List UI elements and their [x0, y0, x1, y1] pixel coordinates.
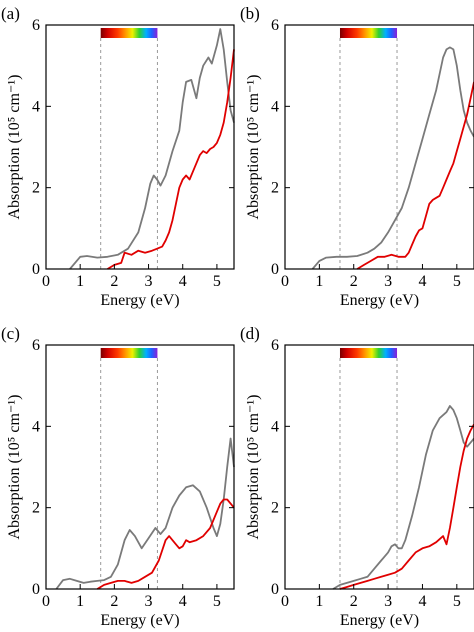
x-tick-label: 4 [418, 273, 426, 290]
series-line-0 [332, 405, 474, 590]
x-axis-title: Energy (eV) [340, 612, 419, 629]
y-axis-title: Absorption (10⁵ cm⁻¹) [245, 74, 262, 219]
panel-label: (c) [1, 324, 20, 343]
x-tick-label: 2 [350, 593, 358, 610]
series-line-0 [311, 46, 474, 270]
x-tick-label: 4 [418, 593, 426, 610]
x-tick-label: 0 [42, 593, 50, 610]
x-tick-label: 2 [110, 273, 118, 290]
visible-spectrum-bar [339, 348, 398, 358]
x-tick-label: 3 [384, 273, 392, 290]
x-tick-label: 1 [315, 273, 323, 290]
plot-frame [284, 24, 474, 270]
visible-spectrum-bar [339, 28, 398, 38]
x-tick-label: 4 [179, 593, 187, 610]
x-tick-label: 3 [384, 593, 392, 610]
panel-c: 0 1 2 3 4 5 0 2 4 6 Energy (eV) Absorption (10⁵ cm⁻… [1, 324, 235, 629]
y-axis-title: Absorption (10⁵ cm⁻¹) [6, 394, 23, 539]
plot-frame [284, 344, 474, 590]
x-axis-title: Energy (eV) [100, 292, 179, 309]
series-line-1 [96, 498, 235, 590]
y-tick-label: 6 [32, 337, 40, 354]
panel-label: (a) [1, 4, 20, 23]
y-tick-label: 4 [32, 418, 40, 435]
x-tick-label: 3 [145, 593, 153, 610]
y-tick-label: 4 [32, 98, 40, 115]
series-line-0 [55, 437, 235, 590]
y-tick-label: 6 [271, 337, 279, 354]
panel-label: (d) [240, 324, 260, 343]
x-tick-label: 1 [76, 593, 84, 610]
x-axis-title: Energy (eV) [340, 292, 419, 309]
x-tick-label: 5 [453, 593, 461, 610]
x-tick-label: 5 [213, 273, 221, 290]
y-tick-label: 2 [271, 180, 279, 197]
series-line-0 [69, 28, 235, 270]
visible-spectrum-bar [100, 28, 158, 38]
panel-b: 0 1 2 3 4 5 0 2 4 6 Energy (eV) Absorption (10⁵ cm⁻… [240, 4, 474, 309]
x-tick-label: 3 [145, 273, 153, 290]
visible-spectrum-bar [100, 348, 158, 358]
y-axis-title: Absorption (10⁵ cm⁻¹) [6, 74, 23, 219]
x-tick-label: 1 [76, 273, 84, 290]
series-line-1 [356, 81, 474, 270]
series-line-1 [107, 49, 235, 270]
x-tick-label: 0 [281, 273, 289, 290]
plot-frame [45, 344, 235, 590]
y-tick-label: 2 [32, 500, 40, 517]
y-tick-label: 2 [32, 180, 40, 197]
series-line-1 [339, 423, 474, 590]
y-tick-label: 6 [32, 17, 40, 34]
y-axis-title: Absorption (10⁵ cm⁻¹) [245, 394, 262, 539]
y-tick-label: 0 [271, 261, 279, 278]
x-tick-label: 4 [179, 273, 187, 290]
x-tick-label: 1 [315, 593, 323, 610]
x-tick-label: 5 [453, 273, 461, 290]
x-axis-title: Energy (eV) [100, 612, 179, 629]
y-tick-label: 0 [271, 581, 279, 598]
y-tick-label: 4 [271, 98, 279, 115]
y-tick-label: 0 [32, 581, 40, 598]
panel-label: (b) [240, 4, 260, 23]
x-tick-label: 0 [42, 273, 50, 290]
y-tick-label: 6 [271, 17, 279, 34]
x-tick-label: 5 [213, 593, 221, 610]
y-tick-label: 4 [271, 418, 279, 435]
y-tick-label: 2 [271, 500, 279, 517]
plot-frame [45, 24, 235, 270]
y-tick-label: 0 [32, 261, 40, 278]
panel-d: 0 1 2 3 4 5 0 2 4 6 Energy (eV) Absorption (10⁵ cm⁻… [240, 324, 474, 629]
x-tick-label: 0 [281, 593, 289, 610]
x-tick-label: 2 [350, 273, 358, 290]
panel-a: 0 1 2 3 4 5 0 2 4 6 Energy (eV) Absorption (10⁵ cm⁻… [1, 4, 235, 309]
x-tick-label: 2 [110, 593, 118, 610]
